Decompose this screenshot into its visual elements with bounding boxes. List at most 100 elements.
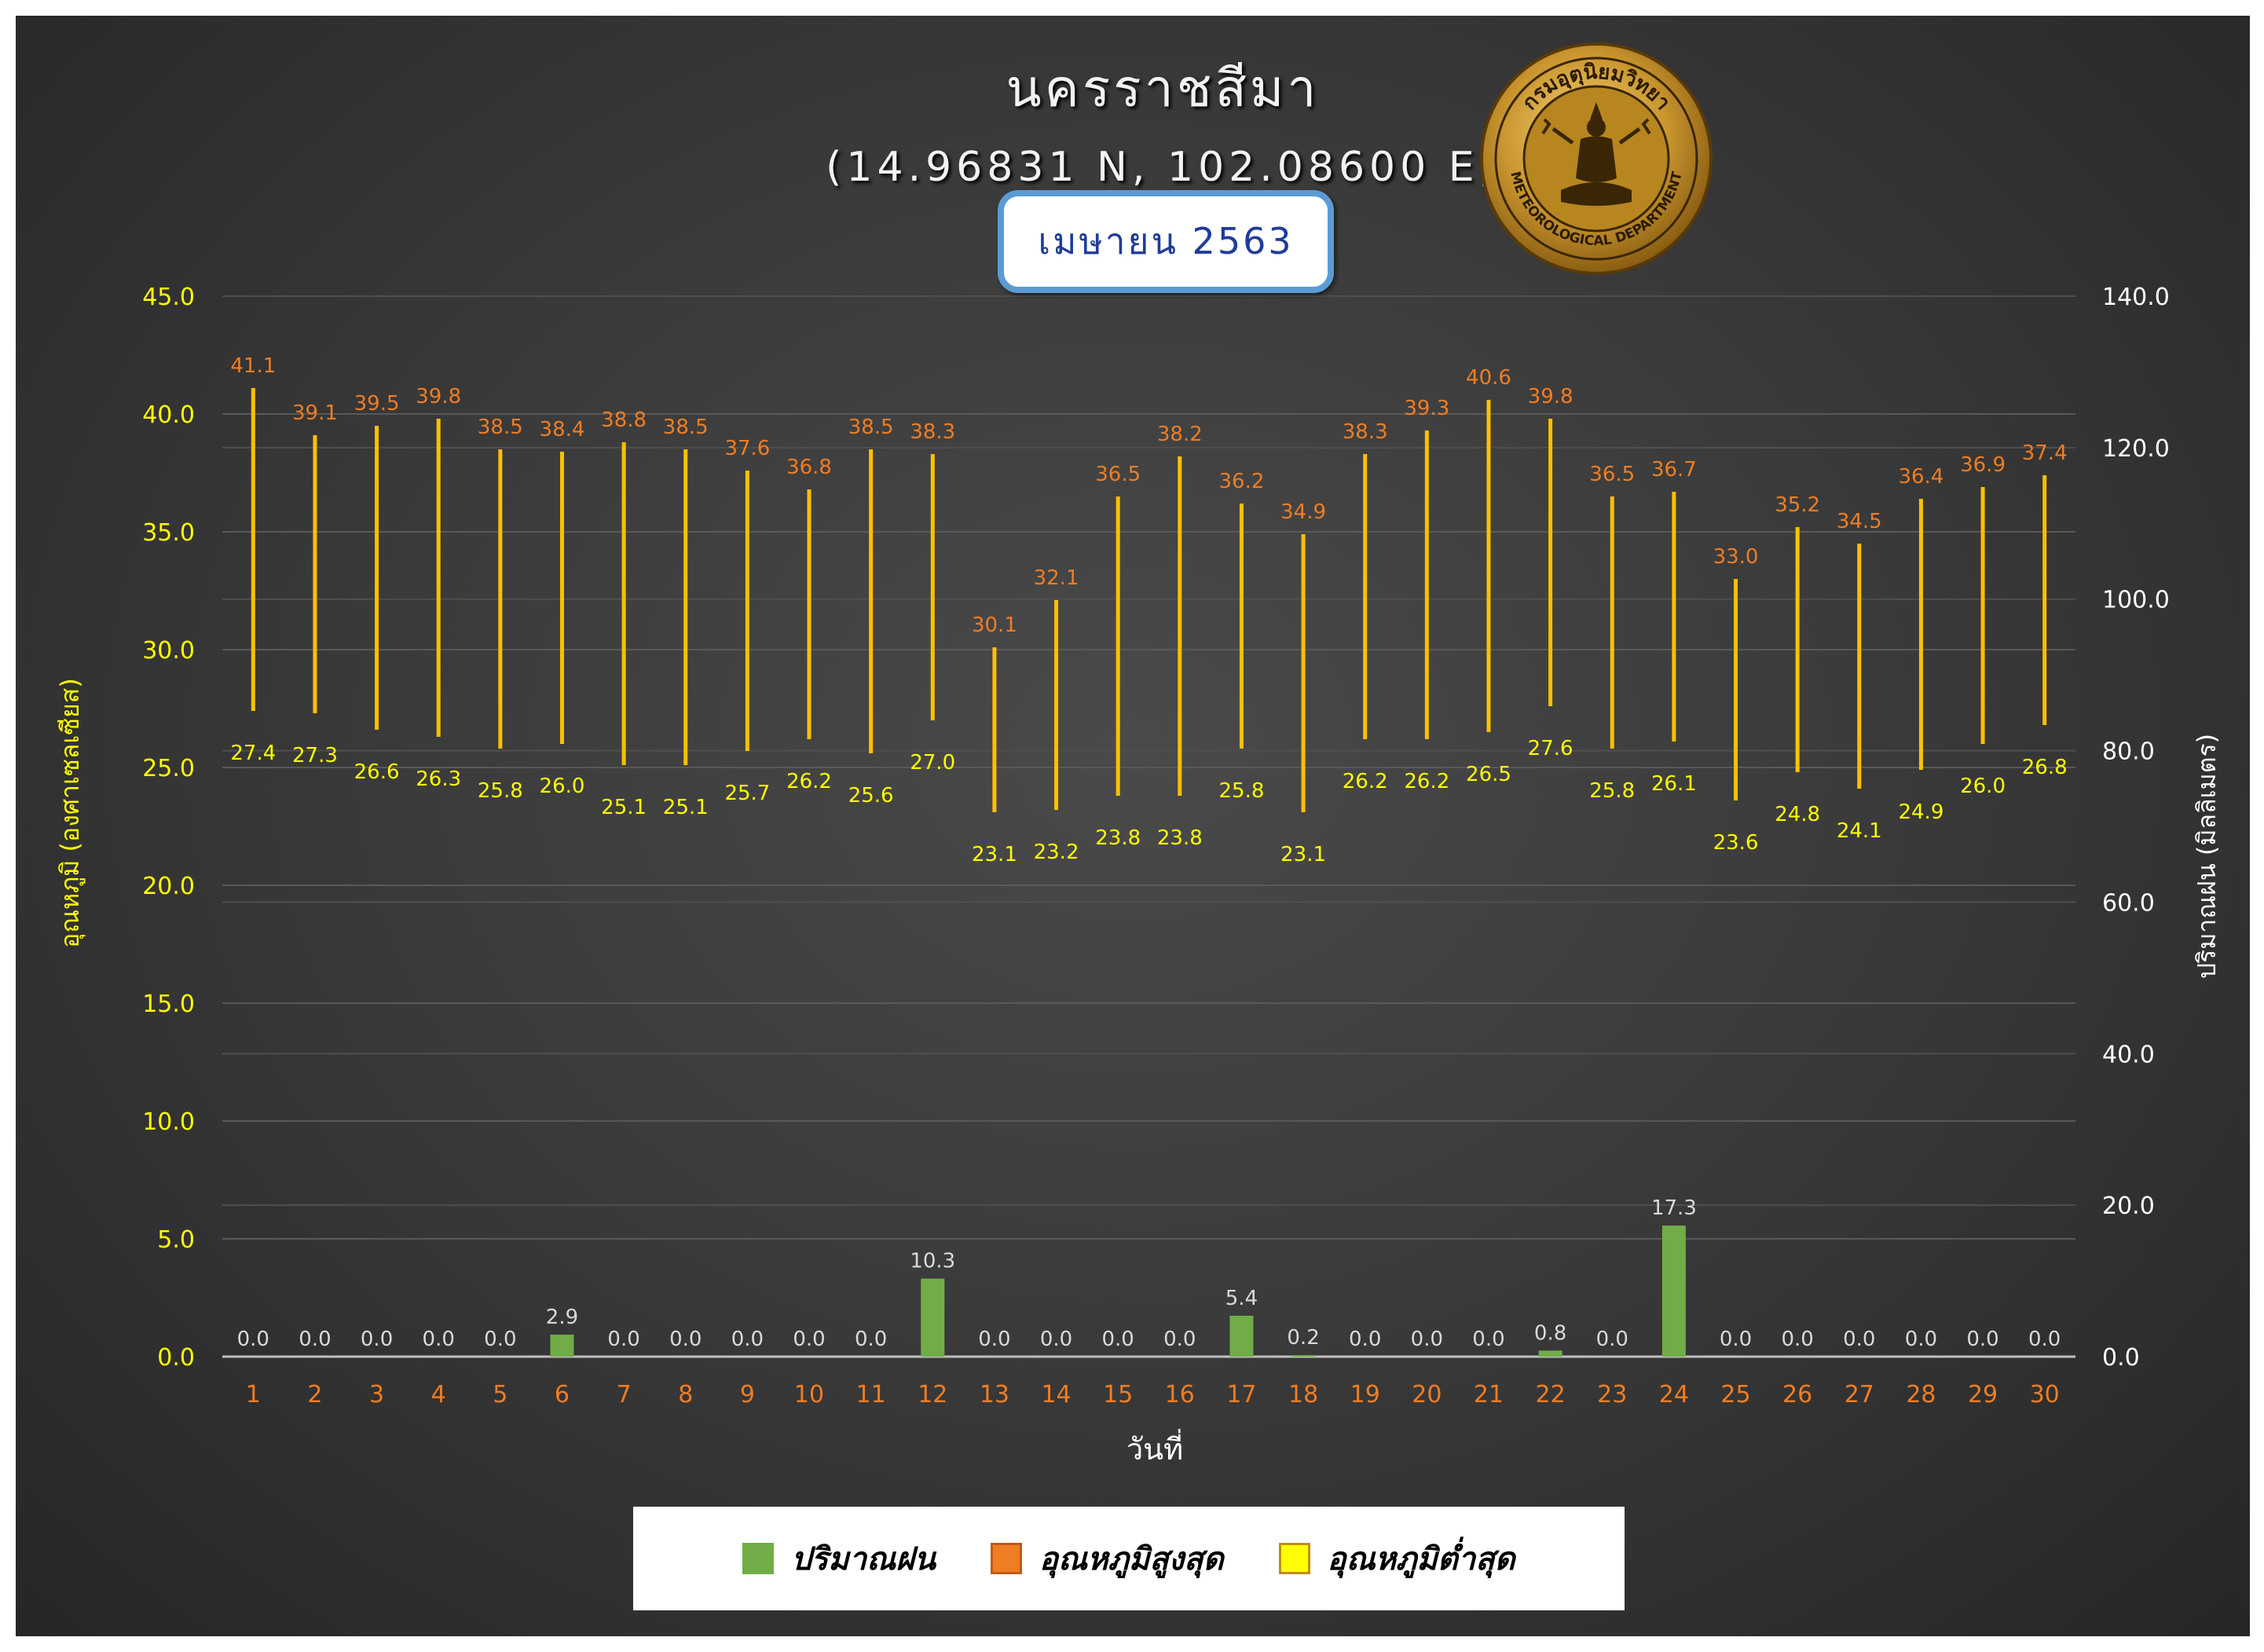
x-axis-tick-label: 22 — [1536, 1381, 1566, 1408]
legend-label-temp-min: อุณหภูมิต่ำสุด — [1327, 1540, 1515, 1577]
temp-min-data-label: 27.0 — [910, 751, 955, 775]
temperature-range-lines — [251, 388, 2047, 812]
rain-data-label: 0.0 — [793, 1328, 825, 1351]
temp-max-data-label: 37.4 — [2022, 441, 2068, 465]
rain-data-label: 0.0 — [855, 1328, 887, 1351]
left-axis-title: อุณหภูมิ (องศาเซลเซียส) — [55, 678, 86, 948]
rain-bars — [550, 1225, 1686, 1357]
legend-swatch-rain — [742, 1543, 775, 1574]
rain-data-label: 0.0 — [1040, 1328, 1072, 1351]
temp-max-data-label: 36.2 — [1219, 470, 1265, 493]
temp-max-data-label: 34.9 — [1280, 500, 1326, 524]
month-badge: เมษายน 2563 — [998, 190, 1334, 293]
rain-data-label: 0.0 — [237, 1328, 269, 1351]
x-axis-tick-label: 18 — [1288, 1381, 1318, 1408]
x-axis-tick-label: 25 — [1720, 1381, 1750, 1408]
right-axis-title: ปริมาณฝน (มิลลิเมตร) — [2192, 734, 2222, 979]
temp-min-data-label: 24.9 — [1898, 800, 1943, 824]
x-axis-tick-label: 16 — [1165, 1381, 1195, 1408]
temp-max-data-label: 39.3 — [1404, 397, 1449, 420]
temp-min-data-label: 27.6 — [1528, 737, 1573, 760]
rain-data-label: 17.3 — [1651, 1196, 1697, 1220]
x-axis-tick-label: 19 — [1350, 1381, 1380, 1408]
legend: ปริมาณฝน อุณหภูมิสูงสุด อุณหภูมิต่ำสุด — [633, 1507, 1625, 1610]
temp-min-data-label: 25.1 — [601, 796, 647, 819]
legend-item-temp-max: อุณหภูมิสูงสุด — [990, 1533, 1224, 1584]
temp-max-data-label: 36.5 — [1589, 463, 1635, 486]
rain-bar — [550, 1335, 574, 1357]
rain-data-label: 0.0 — [2028, 1328, 2061, 1351]
rain-bar — [921, 1278, 945, 1357]
x-axis-tick-label: 13 — [980, 1381, 1009, 1408]
x-axis-tick-label: 2 — [307, 1381, 322, 1408]
temp-max-data-label: 41.1 — [230, 354, 276, 378]
left-axis-tick-label: 35.0 — [142, 519, 195, 547]
temp-max-data-label: 38.8 — [601, 408, 647, 432]
rain-data-label: 0.0 — [607, 1328, 639, 1351]
right-axis-tick-label: 80.0 — [2102, 738, 2155, 766]
meteorological-department-logo: กรมอุตุนิยมวิทยา METEOROLOGICAL DEPARTME… — [1480, 42, 1713, 275]
rain-data-label: 0.0 — [1349, 1328, 1381, 1351]
rain-data-label: 0.0 — [1163, 1328, 1196, 1351]
temp-min-data-label: 25.8 — [1219, 779, 1265, 803]
rain-data-label: 0.0 — [731, 1328, 764, 1351]
right-axis-tick-label: 0.0 — [2102, 1344, 2140, 1372]
rain-bar — [1661, 1225, 1686, 1357]
left-axis-tick-label: 25.0 — [142, 755, 195, 782]
x-axis-title: วันที่ — [1127, 1429, 1183, 1467]
x-axis-tick-label: 7 — [617, 1381, 632, 1408]
temp-min-data-label: 23.1 — [1280, 843, 1326, 866]
rain-bar — [1291, 1355, 1316, 1357]
temp-max-data-label: 40.6 — [1466, 366, 1511, 390]
left-axis-tick-label: 15.0 — [142, 991, 195, 1018]
x-axis-tick-label: 6 — [555, 1381, 570, 1408]
month-label: เมษายน 2563 — [1038, 220, 1294, 262]
rain-data-label: 0.0 — [978, 1328, 1010, 1351]
x-axis-tick-label: 15 — [1103, 1381, 1133, 1408]
rain-data-label: 0.0 — [1102, 1328, 1134, 1351]
temp-max-data-label: 38.3 — [910, 420, 955, 444]
temp-min-data-label: 26.3 — [416, 767, 461, 791]
x-axis-tick-label: 3 — [369, 1381, 384, 1408]
temp-min-data-label: 23.8 — [1157, 826, 1203, 850]
rain-data-label: 0.0 — [423, 1328, 455, 1351]
temp-min-data-label: 23.8 — [1095, 826, 1141, 850]
left-axis-tick-label: 20.0 — [142, 873, 195, 900]
right-axis-tick-label: 20.0 — [2102, 1192, 2155, 1220]
temp-max-data-label: 33.0 — [1713, 545, 1759, 569]
temp-max-data-label: 36.8 — [786, 456, 832, 479]
temp-max-data-label: 38.5 — [663, 416, 709, 439]
temp-max-data-label: 38.5 — [848, 416, 894, 439]
x-axis-tick-label: 20 — [1412, 1381, 1442, 1408]
x-axis-tick-label: 27 — [1845, 1381, 1874, 1408]
rain-data-label: 0.0 — [1411, 1328, 1443, 1351]
x-axis-tick-label: 23 — [1597, 1381, 1627, 1408]
temp-max-data-label: 37.6 — [724, 437, 770, 460]
left-axis-tick-label: 5.0 — [157, 1226, 195, 1254]
rain-data-label: 0.0 — [1720, 1328, 1752, 1351]
temp-max-data-label: 38.2 — [1157, 423, 1203, 446]
rain-data-label: 0.0 — [1905, 1328, 1937, 1351]
x-axis-tick-label: 9 — [740, 1381, 755, 1408]
x-axis-tick-label: 14 — [1041, 1381, 1071, 1408]
temp-max-data-label: 39.5 — [354, 392, 400, 416]
rain-data-label: 5.4 — [1225, 1287, 1258, 1310]
rain-data-label: 0.0 — [484, 1328, 516, 1351]
deity-emblem-icon — [1541, 102, 1651, 206]
legend-swatch-temp-max — [990, 1543, 1022, 1574]
data-labels: 0.0 41.1 27.4 0.0 39.1 27.3 0.0 39.5 26.6 0.0 39.8… — [230, 354, 2067, 1351]
left-axis-tick-label: 0.0 — [157, 1344, 195, 1372]
temp-min-data-label: 26.1 — [1651, 772, 1697, 796]
legend-swatch-temp-min — [1278, 1543, 1310, 1574]
temp-min-data-label: 25.6 — [848, 784, 894, 808]
temp-min-data-label: 23.1 — [972, 843, 1017, 866]
right-axis-tick-label: 40.0 — [2102, 1041, 2155, 1068]
legend-label-temp-max: อุณหภูมิสูงสุด — [1039, 1540, 1224, 1577]
temp-min-data-label: 25.1 — [663, 796, 709, 819]
x-axis-tick-label: 26 — [1782, 1381, 1812, 1408]
rain-data-label: 0.0 — [1843, 1328, 1875, 1351]
temp-max-data-label: 39.1 — [292, 401, 338, 425]
temp-max-data-label: 34.5 — [1837, 510, 1882, 533]
temp-max-data-label: 36.4 — [1898, 465, 1943, 489]
temp-min-data-label: 26.0 — [1960, 775, 2006, 798]
